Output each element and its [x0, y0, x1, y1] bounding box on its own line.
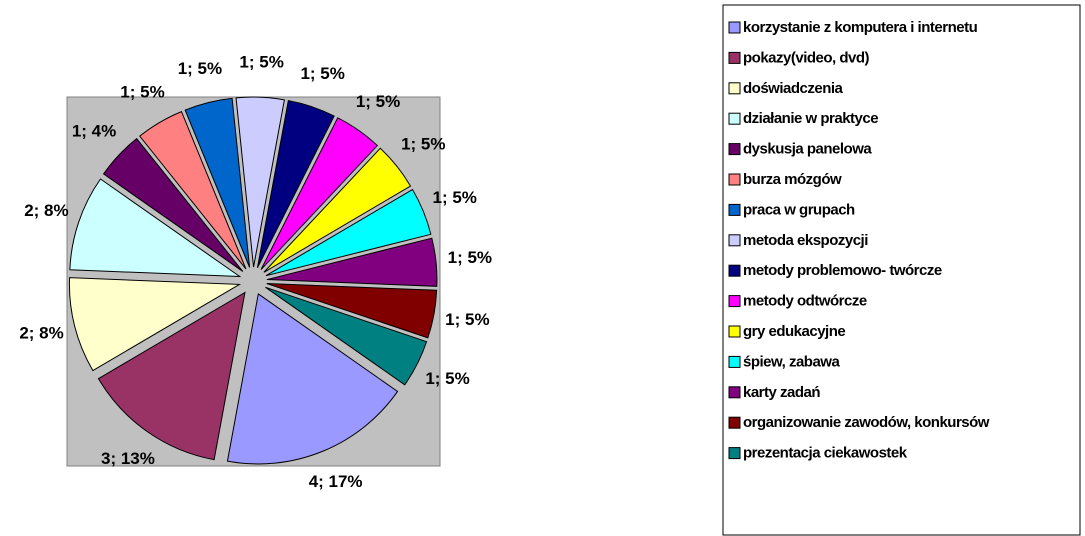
data-label: 1; 5%: [239, 53, 283, 72]
pie-slice: [265, 188, 432, 277]
legend-label: prezentacja ciekawostek: [743, 445, 908, 462]
legend-label: metody problemowo- twórcze: [743, 262, 942, 279]
legend-swatch: [728, 143, 741, 156]
data-label: 1; 4%: [72, 121, 116, 140]
pie-slice: [266, 283, 438, 339]
data-label: 1; 5%: [300, 64, 344, 83]
data-label: 2; 8%: [19, 324, 63, 343]
pie-slice: [235, 96, 285, 268]
legend-swatch: [728, 325, 741, 338]
legend-label: korzystanie z komputera i internetu: [743, 19, 978, 36]
data-label: 1; 5%: [120, 83, 164, 102]
legend-label: metody odtwórcze: [743, 293, 867, 310]
data-label: 1; 5%: [178, 59, 222, 78]
legend-swatch: [728, 51, 741, 64]
data-label: 1; 5%: [401, 134, 445, 153]
legend-swatch: [728, 264, 741, 277]
pie-slice: [139, 110, 247, 270]
pie-slice: [69, 178, 242, 278]
legend-label: pokazy(video, dvd): [743, 49, 870, 66]
pie-slice: [102, 137, 244, 272]
data-label: 1; 5%: [425, 369, 469, 388]
legend-label: gry edukacyjne: [743, 323, 845, 340]
legend-label: dyskusja panelowa: [743, 141, 872, 158]
legend-label: organizowanie zawodów, konkursów: [743, 414, 990, 431]
pie-slice: [256, 99, 335, 268]
pie-slice: [266, 237, 438, 287]
legend-swatch: [728, 21, 741, 34]
data-label: 1; 5%: [448, 248, 492, 267]
legend-swatch: [728, 203, 741, 216]
pie-slice: [260, 117, 379, 270]
pie-slice: [97, 291, 246, 461]
legend-swatch: [728, 416, 741, 429]
legend-swatch: [728, 82, 741, 95]
legend-label: praca w grupach: [743, 201, 855, 218]
data-label: 4; 17%: [309, 472, 363, 491]
pie-slice: [184, 97, 251, 268]
legend-label: śpiew, zabawa: [743, 353, 840, 370]
legend-label: karty zadań: [743, 384, 820, 401]
pie-slice: [226, 293, 399, 465]
pie-slice: [263, 147, 412, 273]
legend-label: działanie w praktyce: [743, 110, 878, 127]
legend-label: burza mózgów: [743, 171, 842, 188]
legend: [722, 4, 1081, 536]
legend-swatch: [728, 386, 741, 399]
legend-swatch: [728, 112, 741, 125]
data-label: 1; 5%: [356, 92, 400, 111]
legend-swatch: [728, 173, 741, 186]
data-label: 1; 5%: [445, 310, 489, 329]
data-label: 2; 8%: [24, 201, 68, 220]
legend-swatch: [728, 355, 741, 368]
legend-swatch: [728, 234, 741, 247]
pie-slice: [68, 277, 242, 372]
data-label: 1; 5%: [433, 188, 477, 207]
pie-slice: [265, 286, 428, 386]
legend-label: metoda ekspozycji: [743, 232, 868, 249]
legend-swatch: [728, 295, 741, 308]
legend-swatch: [728, 447, 741, 460]
data-label: 3; 13%: [101, 449, 155, 468]
legend-label: doświadczenia: [743, 80, 844, 97]
